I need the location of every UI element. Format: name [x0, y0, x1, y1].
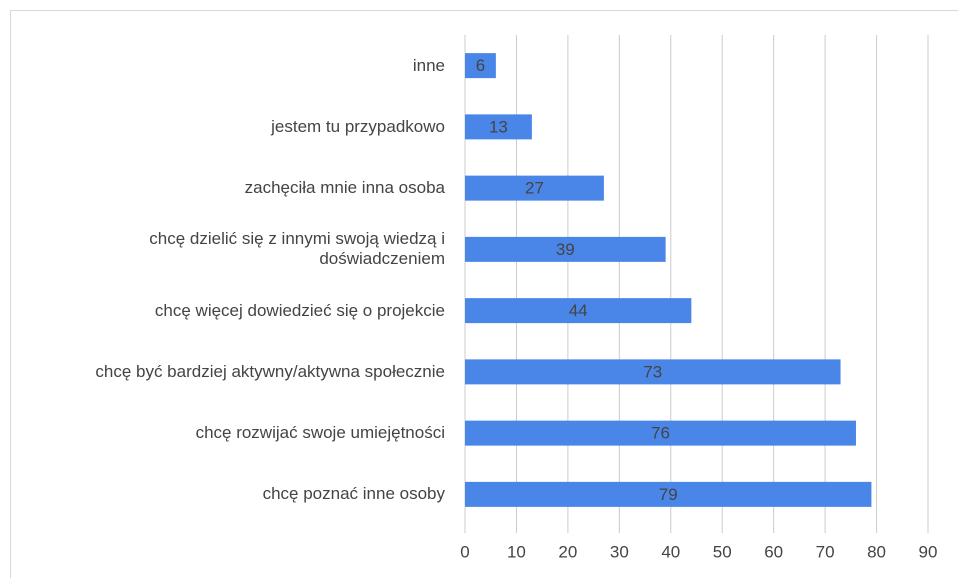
- x-tick-label: 60: [764, 542, 783, 561]
- y-tick-label: inne: [412, 55, 445, 75]
- bar: [465, 236, 666, 262]
- y-tick-label: chcę być bardziej aktywny/aktywna społec…: [95, 361, 445, 381]
- x-tick-label: 10: [507, 542, 526, 561]
- x-tick-label: 40: [661, 542, 680, 561]
- data-label: 6: [476, 56, 485, 75]
- x-tick-label: 30: [610, 542, 629, 561]
- bar: [465, 114, 532, 140]
- bar: [465, 298, 692, 324]
- y-tick-label: zachęciła mnie inna osoba: [244, 178, 445, 198]
- y-tick-label: jestem tu przypadkowo: [271, 116, 445, 136]
- chart-border: [10, 10, 958, 578]
- data-label: 79: [659, 485, 678, 504]
- data-label: 13: [489, 117, 508, 136]
- x-tick-label: 70: [816, 542, 835, 561]
- x-tick-label: 50: [713, 542, 732, 561]
- data-label: 44: [569, 301, 588, 320]
- y-tick-label: chcę rozwijać swoje umiejętności: [195, 423, 445, 443]
- y-tick-label: chcę więcej dowiedzieć się o projekcie: [154, 300, 445, 320]
- bar: [465, 175, 604, 201]
- bar: [465, 359, 841, 385]
- y-tick-label: chcę dzielić się z innymi swoją wiedzą i…: [149, 229, 445, 269]
- bar: [465, 53, 496, 79]
- x-tick-label: 90: [919, 542, 938, 561]
- data-label: 27: [525, 179, 544, 198]
- data-label: 39: [556, 240, 575, 259]
- data-label: 73: [643, 362, 662, 381]
- data-label: 76: [651, 424, 670, 443]
- bar: [465, 481, 872, 507]
- x-tick-label: 20: [558, 542, 577, 561]
- x-tick-label: 80: [867, 542, 886, 561]
- x-tick-label: 0: [460, 542, 469, 561]
- y-tick-label: chcę poznać inne osoby: [262, 484, 445, 504]
- bar: [465, 420, 856, 446]
